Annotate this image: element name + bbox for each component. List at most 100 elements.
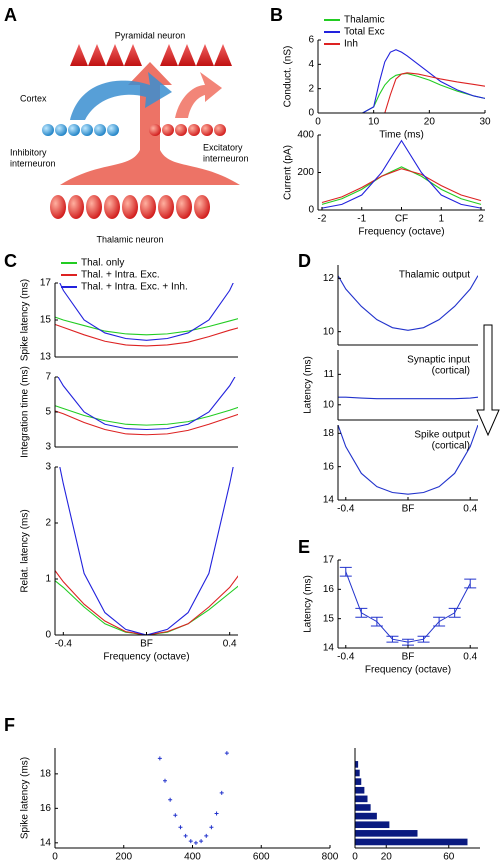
- y-tick-label: 15: [323, 613, 335, 624]
- y-tick-label: 1: [45, 574, 51, 585]
- line: [55, 410, 238, 436]
- x-tick-label: 2: [478, 214, 484, 225]
- line: [345, 571, 471, 643]
- point: [209, 825, 214, 830]
- diagram-label: Cortex: [20, 93, 47, 103]
- annotation: Thalamic output: [399, 270, 470, 281]
- y-tick-label: 2: [45, 518, 51, 529]
- error-bar: [433, 616, 446, 627]
- y-tick-label: 16: [323, 584, 335, 595]
- error-bar: [370, 616, 383, 627]
- x-tick-label: 800: [322, 852, 339, 863]
- thalamic-row: [50, 195, 210, 219]
- bar: [355, 830, 418, 837]
- legend-label: Thal. only: [81, 258, 124, 269]
- line: [59, 283, 234, 341]
- line: [59, 467, 234, 635]
- panel-label: B: [270, 5, 283, 25]
- point: [199, 839, 204, 844]
- legend-label: Total Exc: [344, 27, 385, 38]
- diagram-label: Excitatory: [203, 142, 243, 152]
- bar: [355, 761, 359, 768]
- line: [318, 72, 485, 113]
- excitatory-row: [149, 124, 226, 136]
- y-tick-label: 14: [323, 495, 335, 506]
- y-axis-label: Latency (ms): [303, 575, 314, 633]
- x-tick-label: BF: [140, 639, 153, 650]
- plot: [338, 396, 478, 400]
- error-bar: [339, 566, 352, 577]
- y-tick-label: 18: [40, 769, 52, 780]
- line: [321, 139, 482, 209]
- x-tick-label: 0.4: [223, 639, 237, 650]
- bar: [355, 769, 360, 777]
- error-bar: [417, 635, 430, 643]
- diagram-label: interneuron: [203, 153, 249, 163]
- point: [168, 797, 173, 802]
- plot: [318, 49, 485, 113]
- legend-label: Thal. + Intra. Exc. + Inh.: [81, 282, 188, 293]
- panel-label: C: [4, 251, 17, 271]
- x-tick-label: BF: [402, 652, 415, 663]
- bar: [355, 795, 368, 803]
- line: [338, 425, 478, 495]
- legend-label: Inh: [344, 39, 358, 50]
- diagram-label: Inhibitory: [10, 147, 47, 157]
- line: [57, 377, 236, 431]
- x-tick-label: 0: [352, 852, 358, 863]
- y-tick-label: 17: [323, 555, 335, 566]
- y-tick-label: 11: [324, 369, 335, 380]
- y-axis-label: Integration time (ms): [20, 366, 31, 458]
- diagram: Pyramidal neuron Cortex Inhibitory inter…: [10, 30, 249, 244]
- line: [55, 569, 238, 635]
- panel-label: D: [298, 251, 311, 271]
- x-tick-label: 200: [115, 852, 132, 863]
- plot: [321, 139, 482, 209]
- y-tick-label: 16: [40, 803, 52, 814]
- y-axis-label: Relat. latency (ms): [20, 509, 31, 592]
- x-axis-label: Frequency (octave): [365, 665, 451, 676]
- annotation: (cortical): [432, 366, 470, 377]
- error-bar: [402, 638, 414, 646]
- line: [321, 166, 482, 205]
- x-tick-label: 400: [184, 852, 201, 863]
- error-bar: [464, 578, 477, 589]
- line: [338, 396, 478, 400]
- x-tick-label: 30: [479, 117, 491, 128]
- error-bar: [386, 635, 399, 643]
- x-tick-label: 20: [381, 852, 393, 863]
- x-tick-label: 0.4: [463, 504, 477, 515]
- x-tick-label: CF: [395, 214, 408, 225]
- y-axis-label: Conduct. (nS): [283, 46, 294, 108]
- y-tick-label: 400: [297, 130, 314, 141]
- diagram-label: Pyramidal neuron: [115, 30, 186, 40]
- line: [318, 49, 485, 113]
- bar: [355, 778, 362, 785]
- y-axis-label: Spike latency (ms): [20, 279, 31, 361]
- annotation: Spike output: [414, 430, 470, 441]
- y-axis-label: Latency (ms): [303, 356, 314, 414]
- error-bar: [355, 607, 368, 618]
- y-axis-label: Current (pA): [283, 145, 294, 200]
- y-tick-label: 3: [45, 462, 51, 473]
- line: [321, 168, 482, 204]
- y-tick-label: 2: [308, 83, 314, 94]
- y-tick-label: 14: [323, 643, 335, 654]
- plot: [55, 377, 238, 436]
- plot: [338, 275, 478, 331]
- x-tick-label: -0.4: [55, 639, 73, 650]
- point: [157, 756, 162, 761]
- y-tick-label: 12: [323, 273, 335, 284]
- point: [188, 839, 193, 844]
- point: [178, 825, 183, 830]
- y-tick-label: 10: [323, 326, 335, 337]
- y-tick-label: 18: [323, 428, 335, 439]
- plot: [355, 761, 468, 846]
- y-tick-label: 10: [323, 399, 335, 410]
- y-tick-label: 14: [40, 837, 52, 848]
- panel-label: F: [4, 715, 15, 735]
- y-tick-label: 200: [297, 167, 314, 178]
- excitatory-arrow: [175, 72, 222, 118]
- flow-arrow: [476, 324, 500, 437]
- projection-arrow: [60, 62, 240, 185]
